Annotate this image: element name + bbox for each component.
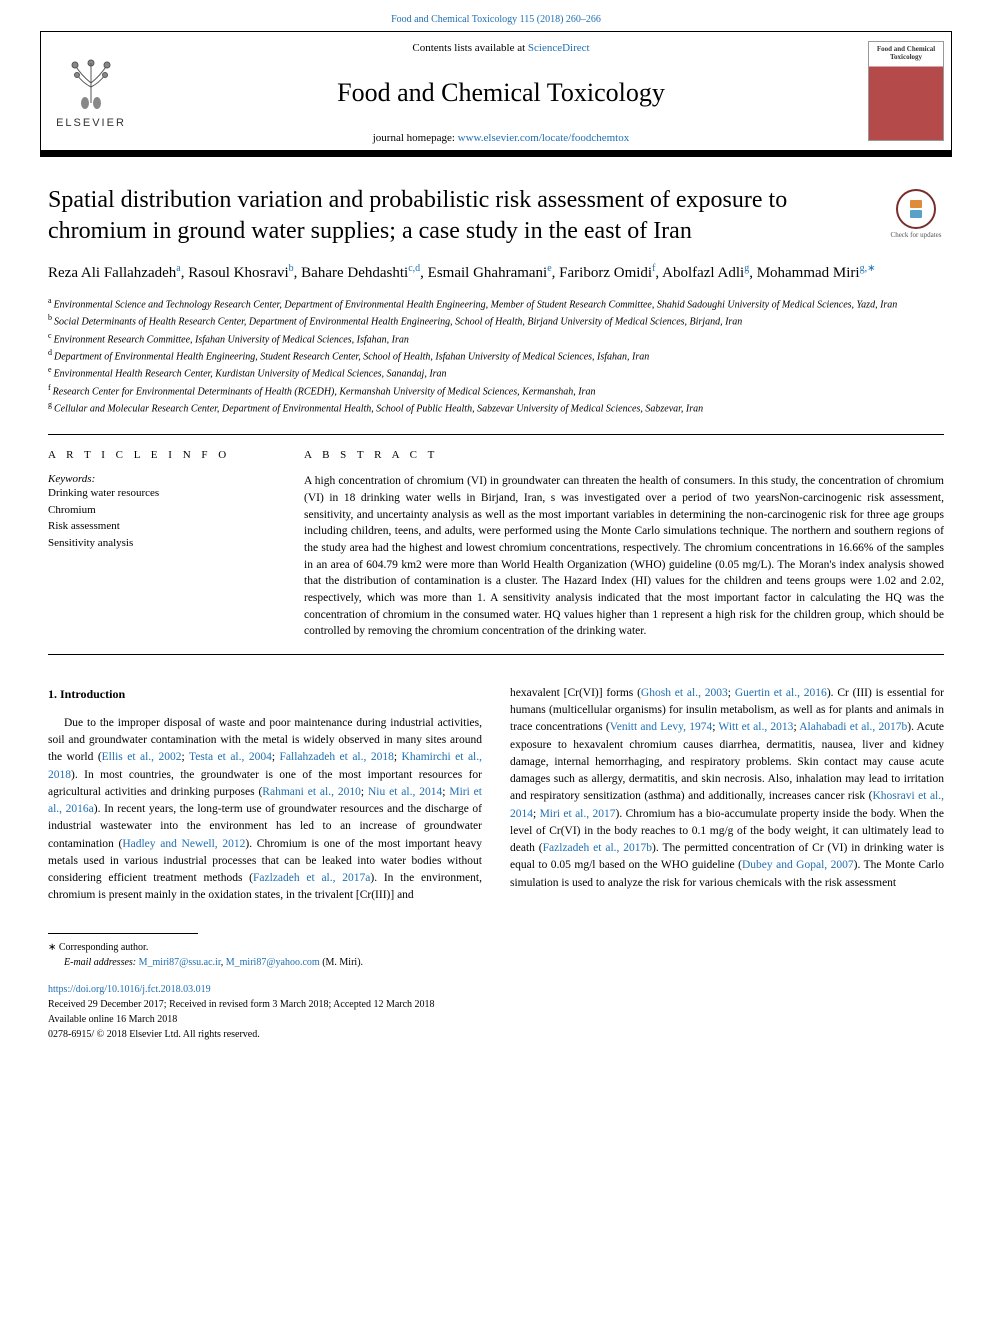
citation[interactable]: Ellis et al., 2002 — [102, 751, 182, 763]
citation[interactable]: Witt et al., 2013 — [718, 721, 793, 733]
doi-link[interactable]: https://doi.org/10.1016/j.fct.2018.03.01… — [48, 984, 211, 995]
article-title: Spatial distribution variation and proba… — [48, 185, 872, 247]
title-row: Spatial distribution variation and proba… — [48, 185, 944, 247]
affiliation: eEnvironmental Health Research Center, K… — [48, 364, 944, 381]
author: Esmail Ghahramani — [428, 265, 548, 281]
journal-title: Food and Chemical Toxicology — [337, 78, 665, 108]
author: Bahare Dehdashti — [301, 265, 408, 281]
authors: Reza Ali Fallahzadeha, Rasoul Khosravib,… — [48, 261, 944, 285]
main-content: Spatial distribution variation and proba… — [0, 157, 992, 1062]
journal-header: ELSEVIER Contents lists available at Sci… — [40, 31, 952, 151]
keyword: Sensitivity analysis — [48, 535, 268, 552]
affiliation: dDepartment of Environmental Health Engi… — [48, 347, 944, 364]
keyword: Drinking water resources — [48, 485, 268, 502]
article-info-label: A R T I C L E I N F O — [48, 449, 268, 461]
cover-thumbnail: Food and Chemical Toxicology — [868, 41, 944, 141]
citation[interactable]: Rahmani et al., 2010 — [262, 786, 361, 798]
check-updates-text: Check for updates — [888, 231, 944, 239]
intro-paragraph-1-cont: hexavalent [Cr(VI)] forms (Ghosh et al.,… — [510, 685, 944, 892]
citation[interactable]: Guertin et al., 2016 — [735, 687, 827, 699]
info-abstract-row: A R T I C L E I N F O Keywords: Drinking… — [48, 449, 944, 640]
affiliation: aEnvironmental Science and Technology Re… — [48, 295, 944, 312]
header-center: Contents lists available at ScienceDirec… — [141, 32, 861, 150]
citation[interactable]: Testa et al., 2004 — [189, 751, 272, 763]
author: Reza Ali Fallahzadeh — [48, 265, 176, 281]
email-link[interactable]: M_miri87@yahoo.com — [226, 957, 320, 968]
citation[interactable]: Fallahzadeh et al., 2018 — [280, 751, 394, 763]
elsevier-tree-icon — [61, 53, 121, 113]
keywords-list: Drinking water resourcesChromiumRisk ass… — [48, 485, 268, 551]
email-label: E-mail addresses: — [64, 957, 136, 968]
available-line: Available online 16 March 2018 — [48, 1012, 944, 1027]
affiliations: aEnvironmental Science and Technology Re… — [48, 295, 944, 416]
author-affil-sup: a — [176, 263, 180, 274]
citation[interactable]: Miri et al., 2017 — [540, 808, 616, 820]
contents-line: Contents lists available at ScienceDirec… — [412, 42, 589, 54]
author-affil-sup: f — [652, 263, 655, 274]
affiliation: bSocial Determinants of Health Research … — [48, 312, 944, 329]
sciencedirect-link[interactable]: ScienceDirect — [528, 42, 590, 54]
homepage-prefix: journal homepage: — [373, 132, 458, 144]
citation[interactable]: Niu et al., 2014 — [368, 786, 442, 798]
footnote-block: ∗ Corresponding author. E-mail addresses… — [48, 940, 944, 970]
citation[interactable]: Venitt and Levy, 1974 — [610, 721, 713, 733]
copyright-line: 0278-6915/ © 2018 Elsevier Ltd. All righ… — [48, 1027, 944, 1042]
intro-heading: 1. Introduction — [48, 685, 482, 703]
email-owner: (M. Miri). — [322, 957, 363, 968]
column-left: 1. Introduction Due to the improper disp… — [48, 685, 482, 905]
contents-prefix: Contents lists available at — [412, 42, 527, 54]
author: Rasoul Khosravi — [188, 265, 288, 281]
top-citation: Food and Chemical Toxicology 115 (2018) … — [0, 0, 992, 31]
citation[interactable]: Hadley and Newell, 2012 — [122, 838, 245, 850]
column-right: hexavalent [Cr(VI)] forms (Ghosh et al.,… — [510, 685, 944, 905]
affiliation: fResearch Center for Environmental Deter… — [48, 382, 944, 399]
author: Mohammad Miri — [757, 265, 860, 281]
corresponding-author-note: ∗ Corresponding author. — [48, 940, 944, 955]
received-line: Received 29 December 2017; Received in r… — [48, 997, 944, 1012]
citation[interactable]: Dubey and Gopal, 2007 — [742, 859, 854, 871]
email-line: E-mail addresses: M_miri87@ssu.ac.ir, M_… — [64, 955, 944, 970]
author: Fariborz Omidi — [559, 265, 652, 281]
author-affil-sup: g,∗ — [860, 263, 876, 274]
footnote-separator — [48, 933, 198, 934]
citation[interactable]: Fazlzadeh et al., 2017a — [253, 872, 370, 884]
author-affil-sup: e — [547, 263, 551, 274]
homepage-line: journal homepage: www.elsevier.com/locat… — [373, 132, 630, 144]
keyword: Risk assessment — [48, 518, 268, 535]
author-affil-sup: g — [744, 263, 749, 274]
doi-block: https://doi.org/10.1016/j.fct.2018.03.01… — [48, 982, 944, 1042]
body-columns: 1. Introduction Due to the improper disp… — [48, 685, 944, 905]
article-info: A R T I C L E I N F O Keywords: Drinking… — [48, 449, 268, 640]
divider-bottom — [48, 654, 944, 655]
author-affil-sup: c,d — [408, 263, 420, 274]
email-link[interactable]: M_miri87@ssu.ac.ir — [139, 957, 221, 968]
elsevier-text: ELSEVIER — [56, 117, 126, 129]
homepage-link[interactable]: www.elsevier.com/locate/foodchemtox — [458, 132, 630, 144]
journal-cover: Food and Chemical Toxicology — [861, 32, 951, 150]
cover-label: Food and Chemical Toxicology — [869, 46, 943, 61]
abstract-text: A high concentration of chromium (VI) in… — [304, 473, 944, 640]
check-updates-badge[interactable]: Check for updates — [888, 189, 944, 239]
keywords-label: Keywords: — [48, 473, 268, 485]
author-affil-sup: b — [289, 263, 294, 274]
abstract-label: A B S T R A C T — [304, 449, 944, 461]
citation[interactable]: Fazlzadeh et al., 2017b — [543, 842, 652, 854]
affiliation: gCellular and Molecular Research Center,… — [48, 399, 944, 416]
abstract-column: A B S T R A C T A high concentration of … — [304, 449, 944, 640]
elsevier-logo: ELSEVIER — [41, 32, 141, 150]
top-citation-link[interactable]: Food and Chemical Toxicology 115 (2018) … — [391, 14, 601, 25]
citation[interactable]: Alahabadi et al., 2017b — [799, 721, 907, 733]
keyword: Chromium — [48, 502, 268, 519]
intro-paragraph-1: Due to the improper disposal of waste an… — [48, 715, 482, 905]
author: Abolfazl Adli — [662, 265, 744, 281]
divider-top — [48, 434, 944, 435]
affiliation: cEnvironment Research Committee, Isfahan… — [48, 330, 944, 347]
citation[interactable]: Ghosh et al., 2003 — [641, 687, 728, 699]
check-updates-icon — [896, 189, 936, 229]
